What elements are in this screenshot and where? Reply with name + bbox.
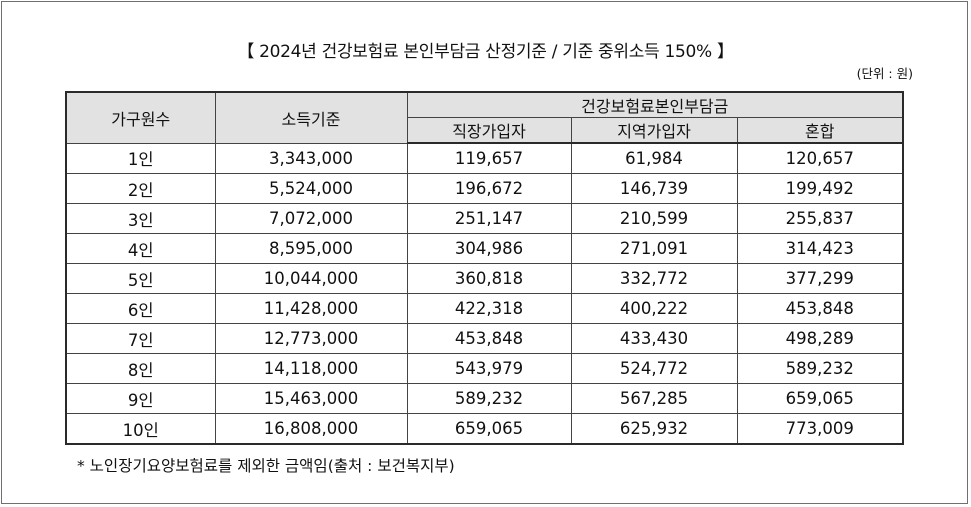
cell-mixed: 589,232 <box>736 353 904 384</box>
cell-household: 2인 <box>65 173 216 204</box>
cell-employee: 196,672 <box>406 173 572 204</box>
table-row: 1인 3,343,000 119,657 61,984 120,657 <box>65 142 904 174</box>
header-income: 소득기준 <box>214 91 408 144</box>
cell-mixed: 377,299 <box>736 263 904 294</box>
cell-employee: 251,147 <box>406 203 572 234</box>
cell-mixed: 255,837 <box>736 203 904 234</box>
cell-mixed: 659,065 <box>736 383 904 414</box>
cell-income: 5,524,000 <box>214 173 408 204</box>
table-row: 10인 16,808,000 659,065 625,932 773,009 <box>65 413 904 445</box>
cell-household: 6인 <box>65 293 216 324</box>
cell-employee: 422,318 <box>406 293 572 324</box>
cell-mixed: 773,009 <box>736 413 904 445</box>
cell-regional: 567,285 <box>570 383 738 414</box>
unit-label: (단위 : 원) <box>856 66 913 81</box>
cell-household: 9인 <box>65 383 216 414</box>
cell-regional: 146,739 <box>570 173 738 204</box>
cell-mixed: 314,423 <box>736 233 904 264</box>
cell-income: 10,044,000 <box>214 263 408 294</box>
table-row: 2인 5,524,000 196,672 146,739 199,492 <box>65 173 904 204</box>
table-row: 5인 10,044,000 360,818 332,772 377,299 <box>65 263 904 294</box>
cell-regional: 332,772 <box>570 263 738 294</box>
cell-income: 8,595,000 <box>214 233 408 264</box>
cell-mixed: 120,657 <box>736 142 904 174</box>
cell-income: 14,118,000 <box>214 353 408 384</box>
cell-mixed: 453,848 <box>736 293 904 324</box>
cell-employee: 360,818 <box>406 263 572 294</box>
cell-income: 15,463,000 <box>214 383 408 414</box>
premium-table: 가구원수 소득기준 건강보험료본인부담금 직장가입자 지역가입자 혼합 1인 3,… <box>65 91 905 445</box>
table-body: 1인 3,343,000 119,657 61,984 120,657 2인 5,524,0… <box>65 142 904 445</box>
cell-household: 1인 <box>65 142 216 174</box>
header-employee: 직장가입자 <box>406 117 572 144</box>
cell-household: 10인 <box>65 413 216 445</box>
table-row: 7인 12,773,000 453,848 433,430 498,289 <box>65 323 904 354</box>
table-row: 9인 15,463,000 589,232 567,285 659,065 <box>65 383 904 414</box>
cell-regional: 271,091 <box>570 233 738 264</box>
cell-income: 3,343,000 <box>214 142 408 174</box>
footnote: * 노인장기요양보험료를 제외한 금액임(출처 : 보건복지부) <box>77 457 455 475</box>
cell-household: 5인 <box>65 263 216 294</box>
cell-income: 7,072,000 <box>214 203 408 234</box>
cell-household: 4인 <box>65 233 216 264</box>
cell-income: 16,808,000 <box>214 413 408 445</box>
cell-regional: 61,984 <box>570 142 738 174</box>
cell-regional: 433,430 <box>570 323 738 354</box>
cell-regional: 625,932 <box>570 413 738 445</box>
cell-regional: 524,772 <box>570 353 738 384</box>
page-title: 【 2024년 건강보험료 본인부담금 산정기준 / 기준 중위소득 150% … <box>237 42 734 62</box>
header-household: 가구원수 <box>65 91 216 144</box>
cell-household: 7인 <box>65 323 216 354</box>
cell-employee: 304,986 <box>406 233 572 264</box>
cell-household: 3인 <box>65 203 216 234</box>
cell-regional: 400,222 <box>570 293 738 324</box>
header-premium-group: 건강보험료본인부담금 <box>406 91 904 118</box>
table-row: 4인 8,595,000 304,986 271,091 314,423 <box>65 233 904 264</box>
table-row: 6인 11,428,000 422,318 400,222 453,848 <box>65 293 904 324</box>
table-row: 8인 14,118,000 543,979 524,772 589,232 <box>65 353 904 384</box>
cell-employee: 543,979 <box>406 353 572 384</box>
cell-income: 11,428,000 <box>214 293 408 324</box>
cell-employee: 119,657 <box>406 142 572 174</box>
table-row: 3인 7,072,000 251,147 210,599 255,837 <box>65 203 904 234</box>
cell-income: 12,773,000 <box>214 323 408 354</box>
cell-mixed: 498,289 <box>736 323 904 354</box>
cell-household: 8인 <box>65 353 216 384</box>
header-mixed: 혼합 <box>736 117 904 144</box>
cell-regional: 210,599 <box>570 203 738 234</box>
header-regional: 지역가입자 <box>570 117 738 144</box>
cell-employee: 453,848 <box>406 323 572 354</box>
cell-employee: 589,232 <box>406 383 572 414</box>
cell-employee: 659,065 <box>406 413 572 445</box>
cell-mixed: 199,492 <box>736 173 904 204</box>
